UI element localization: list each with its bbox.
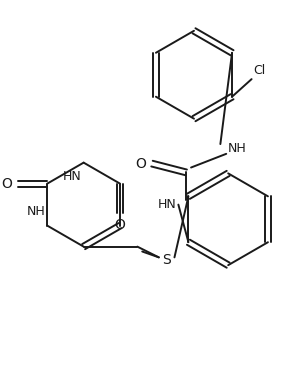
Text: O: O	[114, 218, 125, 232]
Text: Cl: Cl	[253, 64, 266, 77]
Text: S: S	[162, 253, 171, 267]
Text: HN: HN	[158, 198, 176, 211]
Text: O: O	[135, 156, 146, 170]
Text: O: O	[1, 177, 12, 191]
Text: NH: NH	[228, 143, 247, 155]
Text: NH: NH	[27, 205, 45, 218]
Text: HN: HN	[63, 170, 82, 183]
